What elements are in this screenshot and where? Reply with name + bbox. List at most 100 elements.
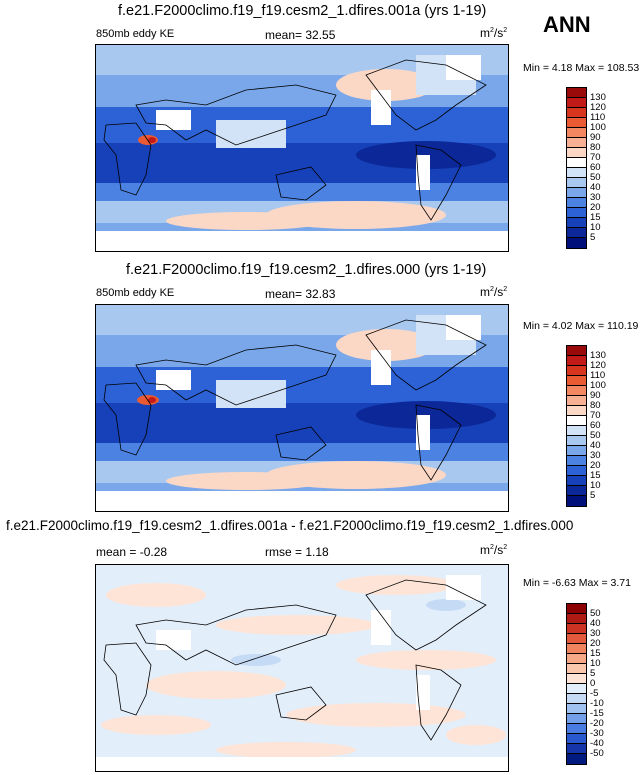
colorbar-swatch <box>567 138 586 148</box>
colorbar-label: -10 <box>590 698 604 709</box>
colorbar-swatch <box>567 228 586 238</box>
colorbar-label: 120 <box>590 102 606 113</box>
colorbar-swatch <box>567 88 586 98</box>
colorbar-label: 10 <box>590 222 601 233</box>
colorbar-label: 110 <box>590 112 606 123</box>
colorbar-label: 90 <box>590 132 601 143</box>
colorbar-label: 100 <box>590 380 606 391</box>
colorbar-label: 5 <box>590 232 596 243</box>
colorbar-label: 50 <box>590 430 601 441</box>
colorbar-label: -5 <box>590 688 599 699</box>
colorbar-label: 30 <box>590 192 601 203</box>
colorbar-label: 15 <box>590 648 601 659</box>
colorbar-swatch <box>567 684 586 694</box>
panel-1-colorbar <box>566 87 587 249</box>
colorbar-swatch <box>567 704 586 714</box>
colorbar-label: -20 <box>590 718 604 729</box>
colorbar-swatch <box>567 188 586 198</box>
colorbar-label: -50 <box>590 748 604 759</box>
panel-1-variable-label: 850mb eddy KE <box>96 28 175 40</box>
colorbar-label: 10 <box>590 480 601 491</box>
colorbar-swatch <box>567 376 586 386</box>
colorbar-swatch <box>567 664 586 674</box>
colorbar-label: 20 <box>590 460 601 471</box>
panel-1-map-field <box>96 45 508 251</box>
colorbar-swatch <box>567 496 586 506</box>
panel-2-minmax: Min = 4.02 Max = 110.19 <box>523 320 639 332</box>
colorbar-swatch <box>567 446 586 456</box>
colorbar-label: 80 <box>590 142 601 153</box>
colorbar-label: 15 <box>590 470 601 481</box>
colorbar-swatch <box>567 456 586 466</box>
colorbar-swatch <box>567 744 586 754</box>
colorbar-swatch <box>567 724 586 734</box>
colorbar-swatch <box>567 158 586 168</box>
panel-2-title: f.e21.F2000climo.f19_f19.cesm2_1.dfires.… <box>126 262 487 278</box>
colorbar-swatch <box>567 604 586 614</box>
colorbar-label: 120 <box>590 360 606 371</box>
colorbar-swatch <box>567 674 586 684</box>
colorbar-swatch <box>567 148 586 158</box>
panel-3-minmax: Min = -6.63 Max = 3.71 <box>523 577 631 589</box>
colorbar-label: 70 <box>590 152 601 163</box>
colorbar-label: 0 <box>590 678 596 689</box>
colorbar-swatch <box>567 238 586 248</box>
colorbar-swatch <box>567 406 586 416</box>
colorbar-swatch <box>567 108 586 118</box>
colorbar-swatch <box>567 346 586 356</box>
colorbar-swatch <box>567 208 586 218</box>
colorbar-label: -15 <box>590 708 604 719</box>
colorbar-label: 15 <box>590 212 601 223</box>
panel-1-units: m2/s2 <box>480 26 508 40</box>
panel-3-title: f.e21.F2000climo.f19_f19.cesm2_1.dfires.… <box>6 518 574 533</box>
colorbar-label: 30 <box>590 628 601 639</box>
colorbar-label: 60 <box>590 162 601 173</box>
colorbar-label: 50 <box>590 172 601 183</box>
colorbar-swatch <box>567 476 586 486</box>
colorbar-swatch <box>567 98 586 108</box>
panel-3-mean: mean = -0.28 <box>96 545 168 559</box>
colorbar-label: 80 <box>590 400 601 411</box>
colorbar-swatch <box>567 396 586 406</box>
panel-2-mean: mean= 32.83 <box>265 287 336 301</box>
panel-1-minmax: Min = 4.18 Max = 108.53 <box>523 62 640 74</box>
colorbar-swatch <box>567 218 586 228</box>
colorbar-label: 50 <box>590 608 601 619</box>
panel-1-title: f.e21.F2000climo.f19_f19.cesm2_1.dfires.… <box>118 3 487 19</box>
colorbar-label: 40 <box>590 182 601 193</box>
colorbar-swatch <box>567 366 586 376</box>
colorbar-label: 60 <box>590 420 601 431</box>
colorbar-label: 70 <box>590 410 601 421</box>
colorbar-label: 20 <box>590 202 601 213</box>
colorbar-label: -40 <box>590 738 604 749</box>
panel-1-mean: mean= 32.55 <box>265 28 336 42</box>
colorbar-swatch <box>567 356 586 366</box>
colorbar-swatch <box>567 178 586 188</box>
colorbar-label: 130 <box>590 92 606 103</box>
colorbar-swatch <box>567 128 586 138</box>
colorbar-swatch <box>567 624 586 634</box>
colorbar-label: 40 <box>590 618 601 629</box>
panel-2-units: m2/s2 <box>480 285 508 299</box>
colorbar-swatch <box>567 644 586 654</box>
colorbar-swatch <box>567 168 586 178</box>
panel-3-map-field <box>96 565 508 771</box>
colorbar-label: 110 <box>590 370 606 381</box>
colorbar-swatch <box>567 754 586 764</box>
panel-3-map <box>95 564 509 772</box>
panel-3-units: m2/s2 <box>480 543 508 557</box>
panel-2-map <box>95 304 509 512</box>
panel-2-map-field <box>96 305 508 511</box>
panel-3-rmse: rmse = 1.18 <box>265 545 329 559</box>
colorbar-swatch <box>567 486 586 496</box>
colorbar-label: 100 <box>590 122 606 133</box>
season-label: ANN <box>543 12 591 37</box>
colorbar-swatch <box>567 118 586 128</box>
colorbar-swatch <box>567 614 586 624</box>
colorbar-swatch <box>567 654 586 664</box>
panel-2-colorbar <box>566 345 587 507</box>
colorbar-label: 5 <box>590 668 596 679</box>
colorbar-label: 40 <box>590 440 601 451</box>
colorbar-swatch <box>567 734 586 744</box>
colorbar-label: 90 <box>590 390 601 401</box>
